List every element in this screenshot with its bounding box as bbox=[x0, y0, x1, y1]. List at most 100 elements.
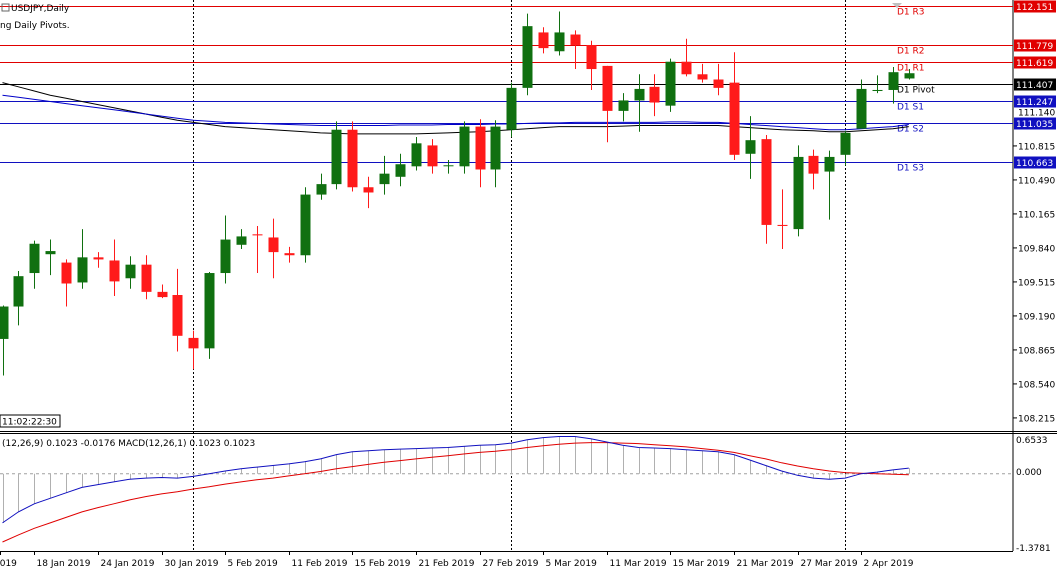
candle-body-53 bbox=[840, 132, 851, 155]
time-tick-label-2: 30 Jan 2019 bbox=[165, 559, 219, 569]
candle-body-49 bbox=[777, 224, 788, 226]
candle-body-39 bbox=[618, 100, 629, 111]
candles bbox=[0, 11, 915, 376]
candle-body-36 bbox=[570, 34, 581, 45]
candle-body-1 bbox=[13, 276, 24, 307]
candle-body-14 bbox=[220, 239, 231, 274]
pivot-price-tag-5 bbox=[1014, 117, 1056, 130]
chart-shift-marker-icon[interactable] bbox=[892, 3, 902, 8]
candle-body-12 bbox=[188, 337, 199, 349]
macd-tick-bottom: -1.3781 bbox=[1016, 544, 1051, 554]
price-tick-label-7: 108.540 bbox=[1018, 380, 1055, 390]
price-tick-label-8: 108.215 bbox=[1018, 414, 1055, 424]
pivot-label-4: D1 S1 bbox=[897, 103, 924, 113]
candle-body-55 bbox=[872, 89, 883, 92]
macd-tick-top: 0.6533 bbox=[1016, 436, 1048, 446]
price-tick-label-2: 110.165 bbox=[1018, 210, 1055, 220]
candle-body-33 bbox=[522, 26, 533, 88]
candle-body-35 bbox=[554, 32, 565, 52]
candle-body-42 bbox=[665, 61, 676, 106]
price-tick-label-6: 108.865 bbox=[1018, 346, 1055, 356]
price-label-extra: 111.140 bbox=[1018, 108, 1055, 118]
price-tick-label-1: 110.490 bbox=[1018, 176, 1055, 186]
candle-body-7 bbox=[109, 260, 120, 282]
candle-body-37 bbox=[586, 44, 597, 70]
candle-body-17 bbox=[268, 237, 279, 253]
pivot-price-tag-text-3: 111.407 bbox=[1016, 81, 1053, 91]
price-tick-label-0: 110.815 bbox=[1018, 142, 1055, 152]
pivot-price-tag-text-0: 112.151 bbox=[1016, 3, 1053, 13]
pivot-price-tag-4 bbox=[1014, 95, 1056, 108]
pivot-price-tag-text-4: 111.247 bbox=[1016, 98, 1053, 108]
price-tick-label-3: 109.840 bbox=[1018, 244, 1055, 254]
candle-body-50 bbox=[793, 156, 804, 230]
candle-body-22 bbox=[347, 129, 358, 188]
symbol-timeframe: USDJPY,Daily bbox=[11, 4, 70, 14]
candle-body-23 bbox=[363, 187, 374, 193]
candle-body-41 bbox=[649, 86, 660, 103]
time-tick-label-7: 27 Feb 2019 bbox=[483, 559, 539, 569]
candle-body-16 bbox=[252, 234, 263, 236]
macd-main-line bbox=[2, 436, 909, 524]
candle-body-43 bbox=[681, 61, 692, 75]
candle-body-21 bbox=[331, 129, 342, 185]
time-tick-label-start: 2019 bbox=[0, 559, 17, 569]
candle-body-38 bbox=[602, 65, 613, 111]
ma-blue-line bbox=[2, 94, 909, 131]
candle-body-25 bbox=[395, 164, 406, 177]
symbol-menu-icon[interactable] bbox=[1, 3, 10, 12]
time-tick-label-13: 2 Apr 2019 bbox=[864, 559, 914, 569]
macd-indicator bbox=[0, 436, 1013, 543]
pivot-price-tag-1 bbox=[1014, 39, 1056, 52]
candle-body-5 bbox=[77, 257, 88, 283]
pivot-label-6: D1 S3 bbox=[897, 164, 924, 174]
pivot-price-tag-text-6: 110.663 bbox=[1016, 159, 1053, 169]
time-tick-label-0: 18 Jan 2019 bbox=[37, 559, 91, 569]
candle-body-34 bbox=[538, 32, 549, 49]
candle-body-9 bbox=[141, 264, 152, 292]
pivot-price-tag-text-5: 111.035 bbox=[1016, 120, 1053, 130]
candle-body-40 bbox=[634, 88, 645, 101]
candle-body-28 bbox=[443, 165, 454, 167]
time-tick-label-8: 5 Mar 2019 bbox=[546, 559, 598, 569]
candle-body-56 bbox=[888, 72, 899, 90]
time-tick-label-1: 24 Jan 2019 bbox=[101, 559, 155, 569]
pivot-label-2: D1 R1 bbox=[897, 64, 925, 74]
candle-body-51 bbox=[808, 155, 819, 174]
pivot-label-0: D1 R3 bbox=[897, 8, 925, 18]
time-tick-label-4: 11 Feb 2019 bbox=[292, 559, 348, 569]
candle-body-57 bbox=[904, 73, 915, 79]
time-tick-label-6: 21 Feb 2019 bbox=[419, 559, 475, 569]
time-marker-box bbox=[0, 414, 61, 428]
candle-body-31 bbox=[490, 126, 501, 170]
macd-tick-zero: 0.000 bbox=[1016, 468, 1042, 478]
candle-body-20 bbox=[316, 184, 327, 195]
time-tick-label-5: 15 Feb 2019 bbox=[355, 559, 411, 569]
candle-body-19 bbox=[300, 194, 311, 256]
candle-body-30 bbox=[475, 126, 486, 170]
time-tick-label-9: 11 Mar 2019 bbox=[610, 559, 667, 569]
moving-averages bbox=[2, 82, 909, 135]
candle-body-54 bbox=[856, 88, 867, 129]
candle-body-27 bbox=[427, 145, 438, 167]
time-marker: 11:02:22:30 bbox=[2, 418, 57, 428]
time-tick-label-10: 15 Mar 2019 bbox=[673, 559, 730, 569]
candle-body-15 bbox=[236, 236, 247, 245]
candle-body-45 bbox=[713, 79, 724, 88]
pivot-price-tag-0 bbox=[1014, 0, 1056, 13]
macd-signal-line bbox=[2, 442, 909, 543]
candle-body-29 bbox=[459, 126, 470, 167]
candle-body-24 bbox=[379, 173, 390, 185]
time-tick-label-11: 21 Mar 2019 bbox=[737, 559, 794, 569]
candle-body-8 bbox=[125, 264, 136, 279]
indicator-name: ng Daily Pivots. bbox=[0, 21, 70, 31]
ma-black-line bbox=[2, 82, 909, 135]
time-tick-label-12: 27 Mar 2019 bbox=[801, 559, 858, 569]
candle-body-44 bbox=[697, 74, 708, 80]
candle-body-26 bbox=[411, 143, 422, 167]
pivot-label-5: D1 S2 bbox=[897, 125, 924, 135]
candle-body-4 bbox=[61, 262, 72, 284]
candle-body-18 bbox=[284, 253, 295, 256]
pivot-price-tag-2 bbox=[1014, 56, 1056, 69]
